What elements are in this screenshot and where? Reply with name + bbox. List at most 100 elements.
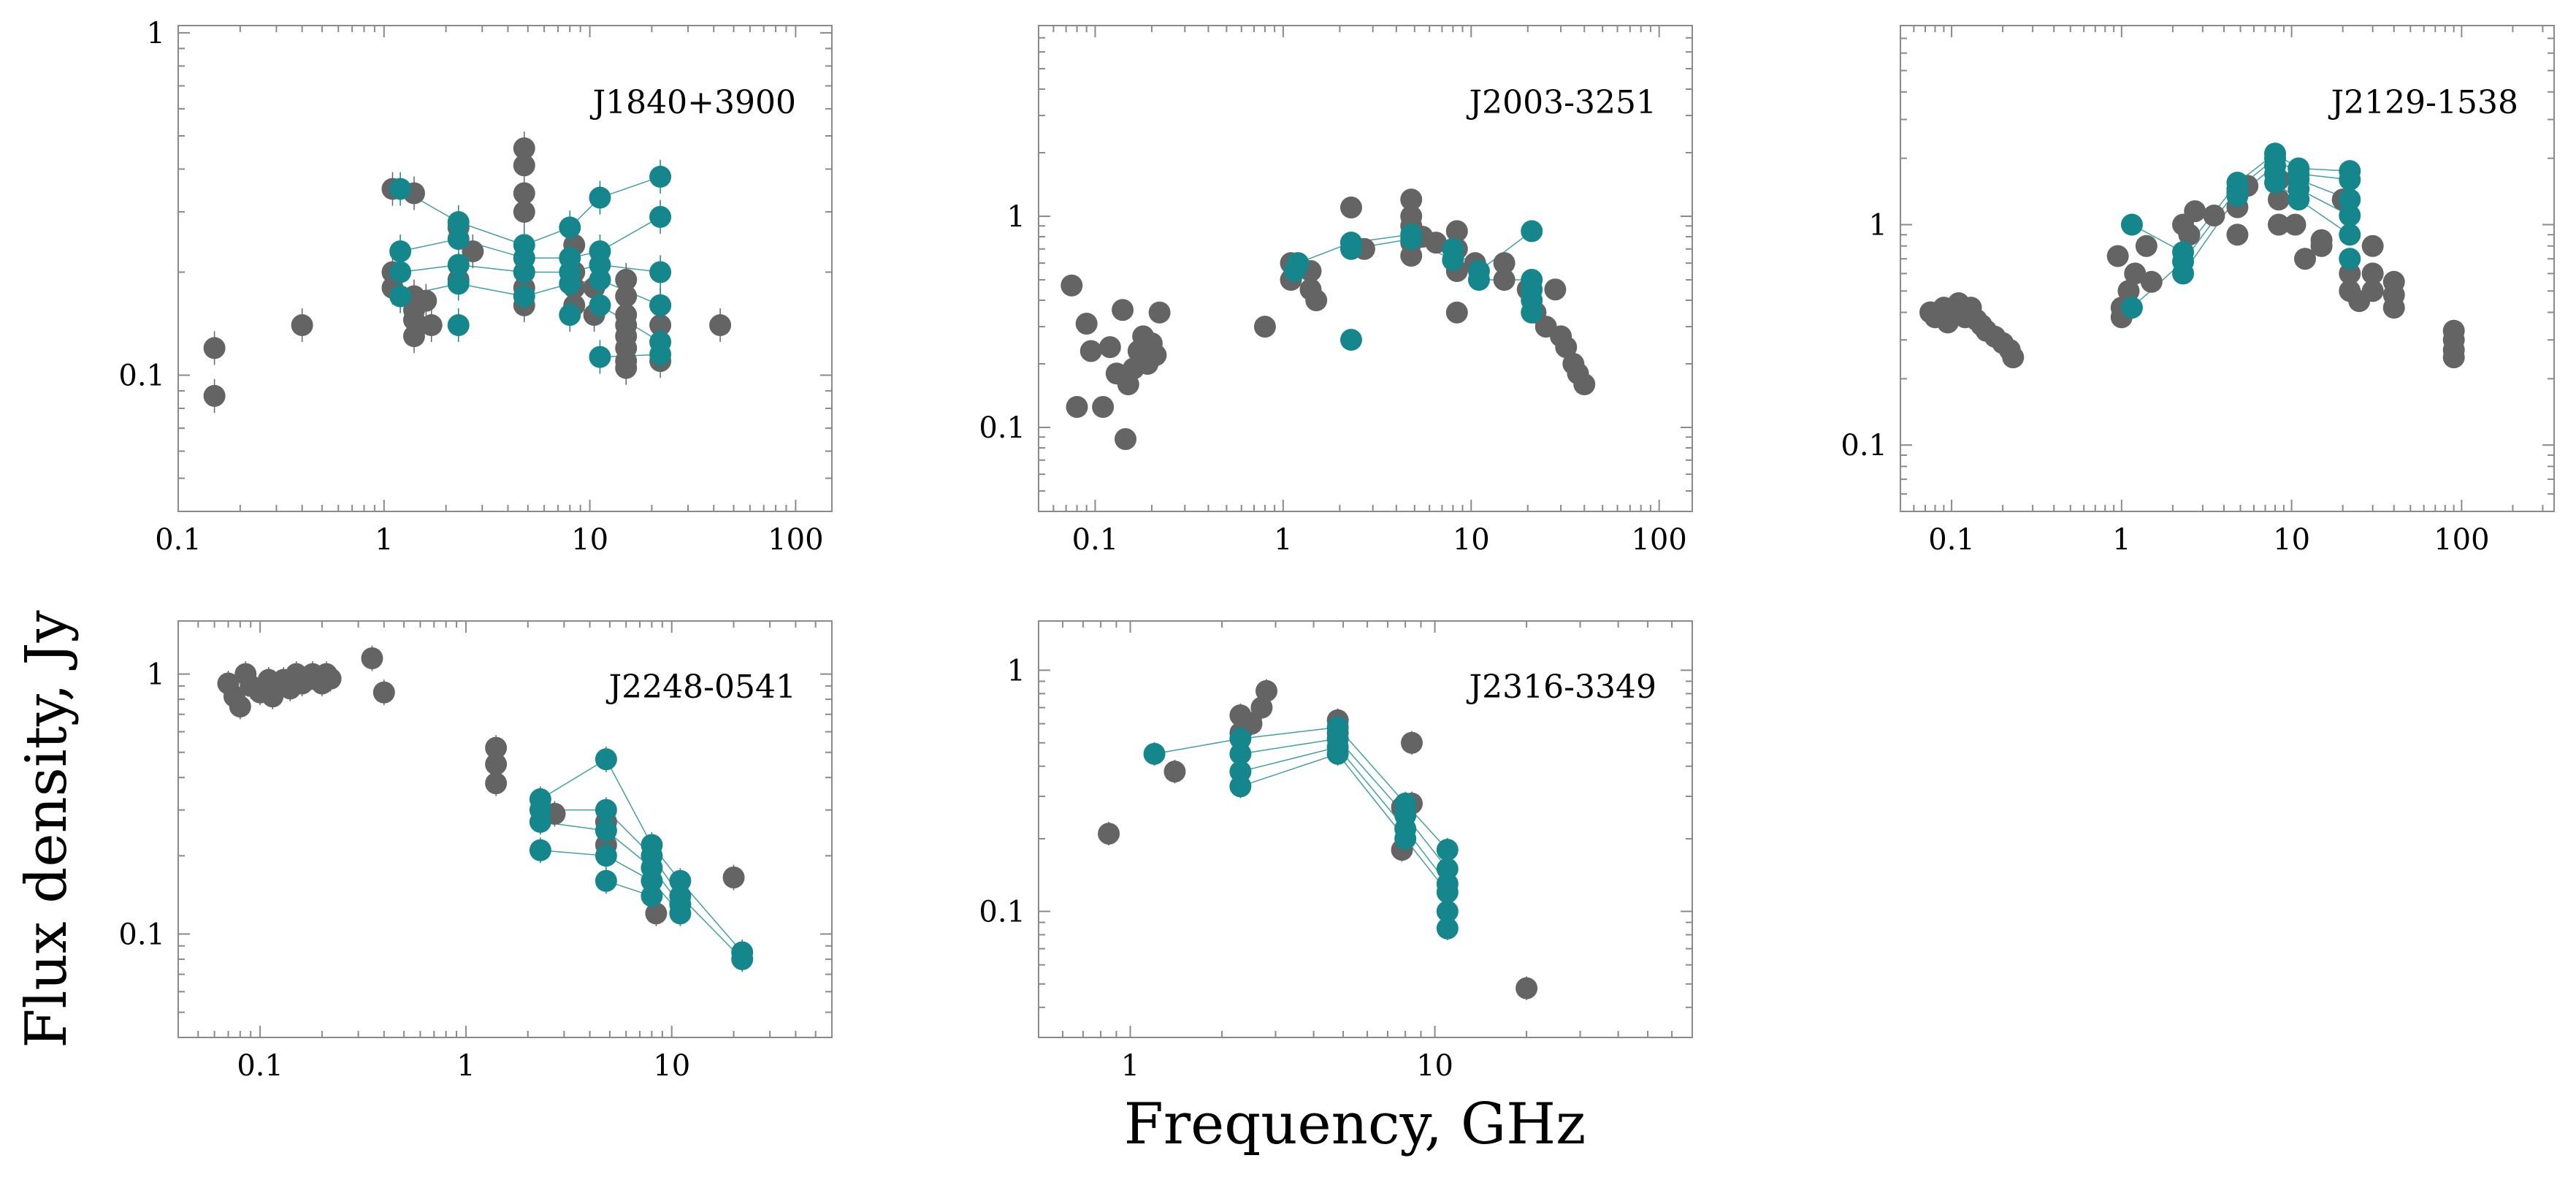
x-tick-label: 0.1 — [237, 1049, 283, 1083]
gray-point — [1079, 340, 1102, 362]
plot-frame — [177, 620, 833, 1038]
x-tick-label: 0.1 — [155, 523, 202, 557]
gray-point — [1240, 712, 1263, 735]
gray-point — [2361, 280, 2384, 302]
teal-point — [669, 869, 692, 892]
teal-connector — [540, 758, 607, 800]
x-tick-label: 100 — [2434, 523, 2489, 557]
gray-point — [1066, 395, 1088, 418]
teal-connector — [540, 850, 606, 857]
gray-point — [1493, 268, 1516, 291]
panel-J2129-1538: 0.1 1 10 100 0.1 1 J2129-1538 — [1841, 25, 2555, 557]
panel-title: J1840+3900 — [590, 84, 796, 121]
gray-point — [1544, 278, 1567, 301]
gray-point — [1092, 395, 1115, 418]
gray-point — [291, 314, 313, 337]
y-axis-title: Flux density, Jy — [14, 610, 80, 1048]
gray-point — [1445, 220, 1468, 243]
x-tick-label: 1 — [2112, 523, 2130, 557]
x-tick-label: 1 — [375, 523, 393, 557]
teal-point — [649, 261, 672, 283]
teal-point — [589, 294, 611, 316]
gray-point — [2002, 346, 2025, 369]
gray-point — [2178, 224, 2201, 246]
teal-point — [2120, 213, 2143, 236]
teal-point — [529, 810, 551, 833]
teal-connector — [1240, 753, 1338, 787]
gray-point — [2203, 204, 2225, 226]
teal-point — [589, 346, 611, 368]
gray-point — [1573, 373, 1596, 396]
gray-point — [645, 902, 668, 925]
gray-point — [1148, 301, 1171, 324]
teal-point — [447, 314, 470, 337]
gray-point — [1516, 977, 1538, 999]
teal-point — [1436, 917, 1459, 940]
gray-point — [415, 289, 437, 312]
gray-point — [1060, 274, 1083, 297]
y-tick-label: 0.1 — [1841, 429, 1887, 462]
teal-point — [641, 869, 663, 892]
gray-point — [485, 772, 508, 795]
gray-point — [2106, 245, 2129, 267]
gray-point — [2184, 200, 2206, 223]
gray-point — [1400, 245, 1423, 267]
y-tick-label: 1 — [1007, 200, 1025, 234]
teal-point — [1339, 329, 1362, 351]
teal-point — [1442, 248, 1464, 271]
teal-point — [1229, 728, 1252, 750]
gray-point — [513, 182, 535, 205]
teal-connector — [1240, 738, 1338, 755]
teal-point — [649, 205, 672, 228]
panel-J1840+3900: 0.1 1 10 100 0.1 1 J1840+3900 — [118, 17, 833, 557]
teal-point — [669, 902, 692, 925]
teal-connector — [1154, 738, 1241, 755]
teal-point — [589, 186, 611, 209]
teal-point — [1436, 881, 1459, 904]
panel-title: J2003-3251 — [1467, 84, 1656, 121]
teal-connector — [1337, 747, 1406, 829]
y-tick-label: 0.1 — [118, 918, 165, 951]
teal-point — [1326, 742, 1349, 765]
teal-point — [2339, 204, 2361, 226]
teal-point — [1339, 237, 1362, 260]
gray-point — [1253, 316, 1276, 338]
panel-title: J2248-0541 — [606, 669, 796, 706]
gray-point — [2361, 235, 2384, 257]
gray-point — [709, 314, 732, 337]
gray-point — [2442, 346, 2465, 369]
x-tick-label: 100 — [768, 523, 823, 557]
gray-point — [1250, 696, 1273, 719]
panel-title: J2316-3349 — [1467, 669, 1656, 706]
teal-point — [1436, 858, 1459, 880]
panel-J2316-3349: 1 10 0.1 1 J2316-3349 — [979, 620, 1693, 1083]
teal-connector — [1337, 726, 1406, 804]
plot-frame — [177, 25, 833, 512]
teal-point — [2339, 188, 2361, 211]
x-tick-label: 10 — [653, 1049, 690, 1083]
gray-point — [615, 285, 638, 308]
x-tick-label: 100 — [1631, 523, 1686, 557]
panel-J2003-3251: 0.1 1 10 100 0.1 1 J2003-3251 — [979, 25, 1693, 557]
gray-point — [361, 647, 383, 670]
teal-point — [559, 273, 581, 295]
teal-point — [1229, 775, 1252, 798]
teal-point — [2226, 185, 2249, 207]
teal-point — [389, 240, 412, 263]
teal-point — [731, 948, 754, 970]
x-tick-label: 1 — [456, 1049, 475, 1083]
gray-point — [402, 325, 425, 348]
teal-point — [1287, 252, 1310, 275]
teal-connector — [458, 264, 524, 273]
plot-frame — [1038, 25, 1693, 512]
teal-point — [1436, 900, 1459, 923]
y-tick-label: 0.1 — [979, 895, 1025, 929]
gray-point — [2140, 270, 2163, 293]
gray-point — [2267, 188, 2290, 211]
panel-J2248-0541: 0.1 1 10 0.1 1 J2248-0541 — [118, 620, 833, 1083]
y-tick-label: 0.1 — [118, 359, 165, 393]
teal-point — [529, 839, 551, 861]
y-tick-label: 1 — [1869, 208, 1887, 242]
teal-point — [1394, 828, 1417, 850]
